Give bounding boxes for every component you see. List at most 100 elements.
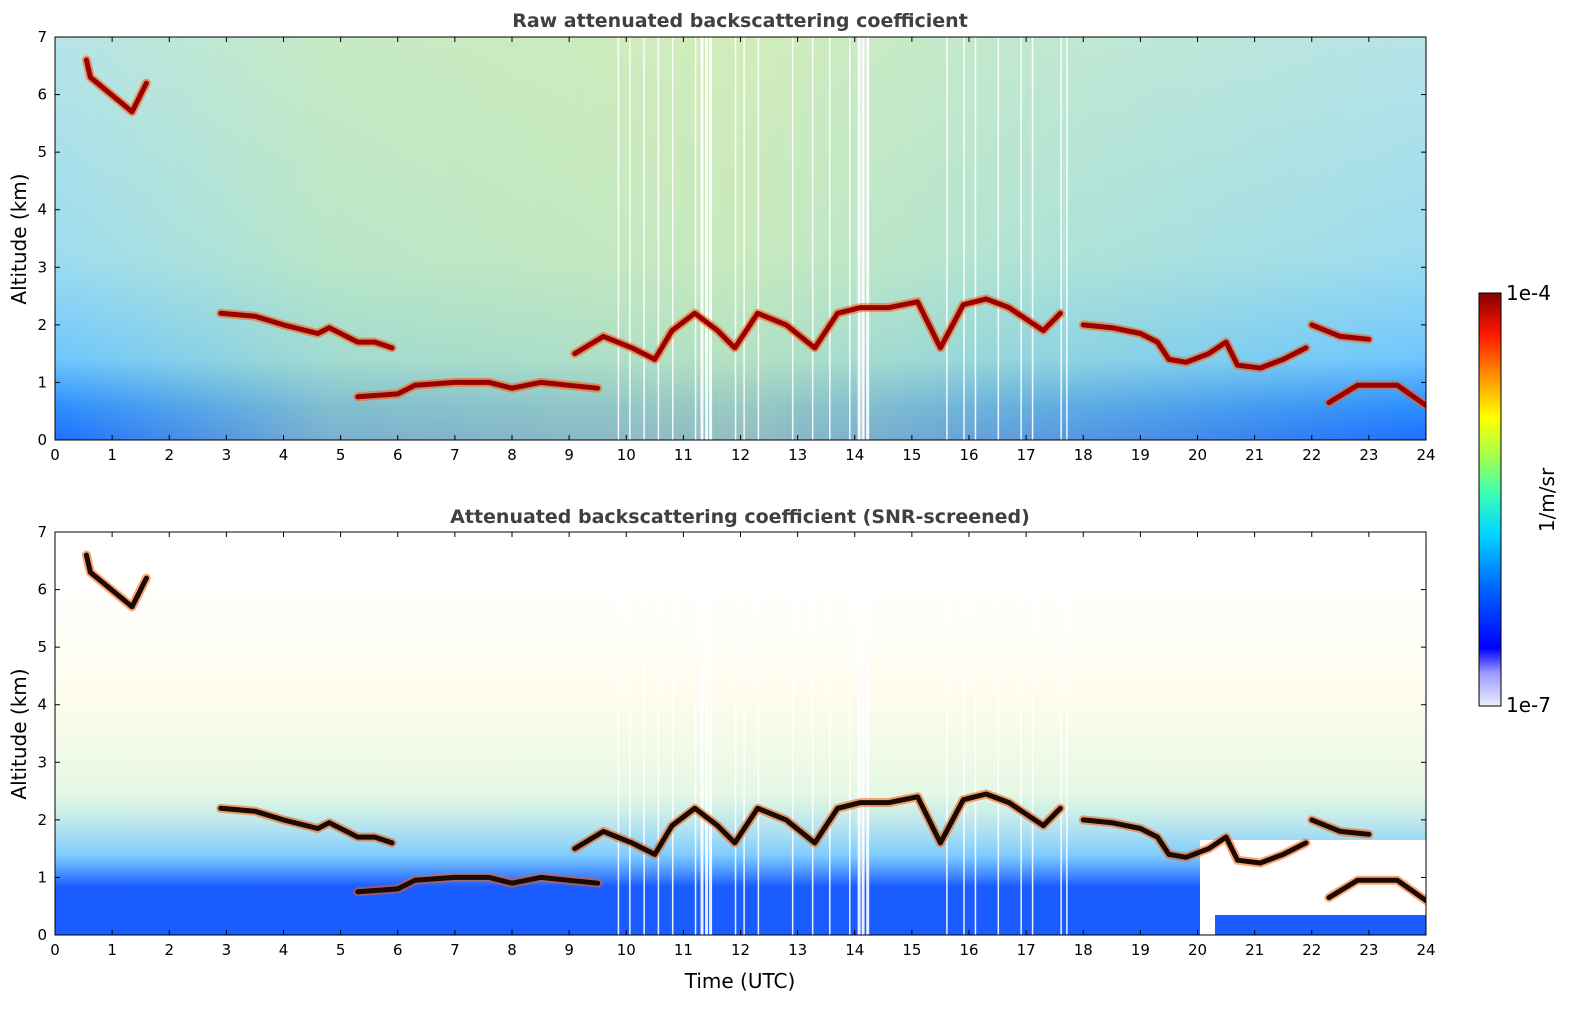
x-tick-label: 1: [107, 446, 117, 464]
x-tick-label: 24: [1416, 446, 1435, 464]
y-tick-label: 1: [37, 868, 47, 886]
x-tick-label: 15: [902, 446, 921, 464]
x-tick-label: 24: [1416, 941, 1435, 959]
screened-backscatter-panel: Attenuated backscattering coefficient (S…: [7, 506, 1436, 993]
data-gap-stripe: [700, 37, 704, 440]
data-gap-stripe: [1060, 532, 1062, 935]
x-tick-label: 12: [731, 446, 750, 464]
data-gap-stripe: [1031, 37, 1034, 440]
x-tick-label: 16: [959, 941, 978, 959]
colorbar: 1e-4 1e-7 1/m/sr: [1478, 281, 1559, 717]
cloud-layer: [83, 57, 149, 115]
data-gap-stripe: [743, 532, 745, 935]
x-tick-label: 2: [164, 446, 174, 464]
x-tick-label: 9: [564, 446, 574, 464]
x-tick-label: 13: [788, 941, 807, 959]
y-tick-label: 0: [37, 431, 47, 449]
x-tick-label: 18: [1074, 941, 1093, 959]
y-tick-label: 2: [37, 316, 47, 334]
data-gap-stripe: [694, 37, 697, 440]
x-tick-label: 3: [222, 941, 232, 959]
raw-backscatter-panel: Raw attenuated backscattering coefficien…: [7, 10, 1436, 464]
y-tick-label: 7: [37, 523, 47, 541]
data-gap-stripe: [861, 532, 865, 935]
panel1-x-axis: 0 1 2 3 4 5 6 7 8 9 10 11 12 13 14 15 16 17 18 19 20 21 22 23 24: [50, 37, 1436, 464]
panel1-title: Raw attenuated backscattering coefficien…: [512, 10, 968, 32]
cloud-layer: [572, 791, 1063, 857]
panel1-y-axis: 0 1 2 3 4 5 6 7: [37, 28, 1426, 449]
cloud-layer: [1309, 817, 1372, 837]
y-tick-label: 4: [37, 201, 47, 219]
data-gap-stripe: [617, 532, 620, 935]
data-gap-stripe: [643, 532, 645, 935]
y-tick-label: 5: [37, 638, 47, 656]
data-gap-stripe: [829, 532, 831, 935]
colorbar-min-label: 1e-7: [1506, 693, 1551, 717]
data-gap-stripe: [705, 37, 709, 440]
x-tick-label: 2: [164, 941, 174, 959]
data-gap-stripe: [963, 37, 965, 440]
panel2-ylabel: Altitude (km): [7, 668, 31, 799]
data-gap-stripe: [1020, 37, 1022, 440]
data-gap-stripe: [861, 37, 865, 440]
panel1-cloud-layers: [81, 55, 1426, 410]
x-tick-label: 20: [1188, 941, 1207, 959]
x-tick-label: 18: [1074, 446, 1093, 464]
x-tick-label: 14: [845, 941, 864, 959]
colorbar-max-label: 1e-4: [1506, 281, 1551, 305]
data-gap-stripe: [734, 532, 737, 935]
colorbar-gradient: [1478, 292, 1502, 707]
y-tick-label: 0: [37, 926, 47, 944]
data-gap-stripe: [1060, 37, 1062, 440]
data-gap-stripe: [734, 37, 737, 440]
x-tick-label: 22: [1302, 941, 1321, 959]
cloud-layer: [1326, 382, 1426, 408]
data-gap-stripe: [811, 532, 814, 935]
y-tick-label: 2: [37, 811, 47, 829]
data-gap-stripe: [811, 37, 814, 440]
x-tick-label: 19: [1131, 941, 1150, 959]
x-tick-label: 6: [393, 446, 403, 464]
panel2-title: Attenuated backscattering coefficient (S…: [450, 506, 1030, 528]
data-gap-stripe: [617, 37, 620, 440]
data-gap-stripe: [974, 532, 977, 935]
cloud-layer: [218, 310, 395, 351]
y-tick-label: 3: [37, 753, 47, 771]
data-gap-stripe: [757, 532, 760, 935]
data-gap-stripe: [694, 532, 697, 935]
x-tick-label: 1: [107, 941, 117, 959]
panel2-y-axis: 0 1 2 3 4 5 6 7: [37, 523, 1426, 944]
x-tick-label: 8: [507, 446, 517, 464]
x-tick-label: 5: [336, 941, 346, 959]
x-tick-label: 3: [222, 446, 232, 464]
x-tick-label: 21: [1245, 446, 1264, 464]
data-gap-stripe: [629, 532, 631, 935]
cloud-layer: [572, 296, 1063, 362]
data-gap-stripe: [757, 37, 760, 440]
x-tick-label: 10: [617, 446, 636, 464]
x-tick-label: 13: [788, 446, 807, 464]
data-gap-stripe: [997, 37, 1000, 440]
panel1-ylabel: Altitude (km): [7, 173, 31, 304]
data-gap-stripe: [866, 532, 870, 935]
x-tick-label: 11: [674, 446, 693, 464]
panel2-cloud-layers: [81, 550, 1426, 905]
data-gap-stripe: [849, 532, 851, 935]
x-tick-label: 19: [1131, 446, 1150, 464]
x-tick-label: 8: [507, 941, 517, 959]
data-gap-stripe: [643, 37, 645, 440]
x-tick-label: 10: [617, 941, 636, 959]
panel2-x-axis: 0 1 2 3 4 5 6 7 8 9 10 11 12 13 14 15 16 17 18 19 20 21 22 23 24: [50, 532, 1436, 959]
y-tick-label: 6: [37, 86, 47, 104]
data-gap-stripe: [946, 532, 948, 935]
data-gap-stripe: [946, 37, 948, 440]
x-tick-label: 15: [902, 941, 921, 959]
data-gap-stripe: [1066, 37, 1068, 440]
x-tick-label: 5: [336, 446, 346, 464]
panel1-data-gaps: [617, 37, 1068, 440]
x-tick-label: 6: [393, 941, 403, 959]
panel2-boundary-layer-late: [1215, 915, 1426, 935]
y-tick-label: 3: [37, 258, 47, 276]
cloud-layer: [355, 379, 601, 400]
x-tick-label: 4: [279, 941, 289, 959]
